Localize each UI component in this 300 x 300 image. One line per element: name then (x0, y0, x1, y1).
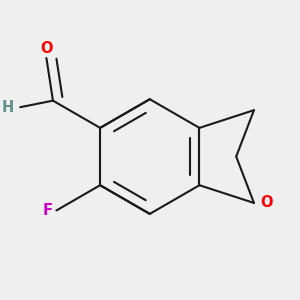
Text: O: O (260, 195, 272, 210)
Text: H: H (2, 100, 14, 115)
Text: F: F (43, 203, 52, 218)
Text: O: O (40, 41, 53, 56)
